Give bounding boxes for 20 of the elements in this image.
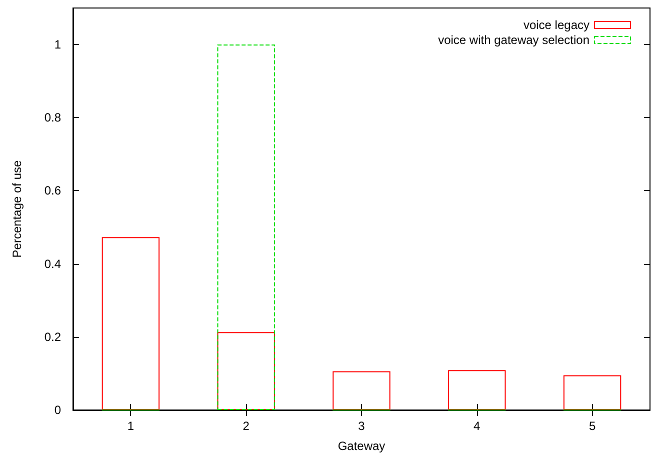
x-axis-title: Gateway [338,439,386,453]
x-tick-label: 2 [242,419,250,433]
y-tick-label: 0 [54,403,62,417]
y-tick-label: 0.6 [44,184,62,198]
y-tick-label: 0.8 [44,110,62,125]
bar [448,370,506,410]
bar [217,44,275,410]
bar [102,237,160,410]
y-tick-label: 0.4 [44,256,62,271]
x-tick-label: 3 [358,419,366,433]
y-axis-title: Percentage of use [10,160,24,258]
bar [563,375,622,410]
legend-label: voice with gateway selection [438,33,590,47]
legend-label: voice legacy [523,18,590,32]
y-tick-label: 1 [54,38,62,52]
y-tick-label: 0.2 [44,330,62,344]
bar [332,371,390,410]
x-tick-label: 5 [588,419,596,433]
x-tick-label: 1 [127,419,134,433]
x-tick-label: 4 [474,419,481,433]
